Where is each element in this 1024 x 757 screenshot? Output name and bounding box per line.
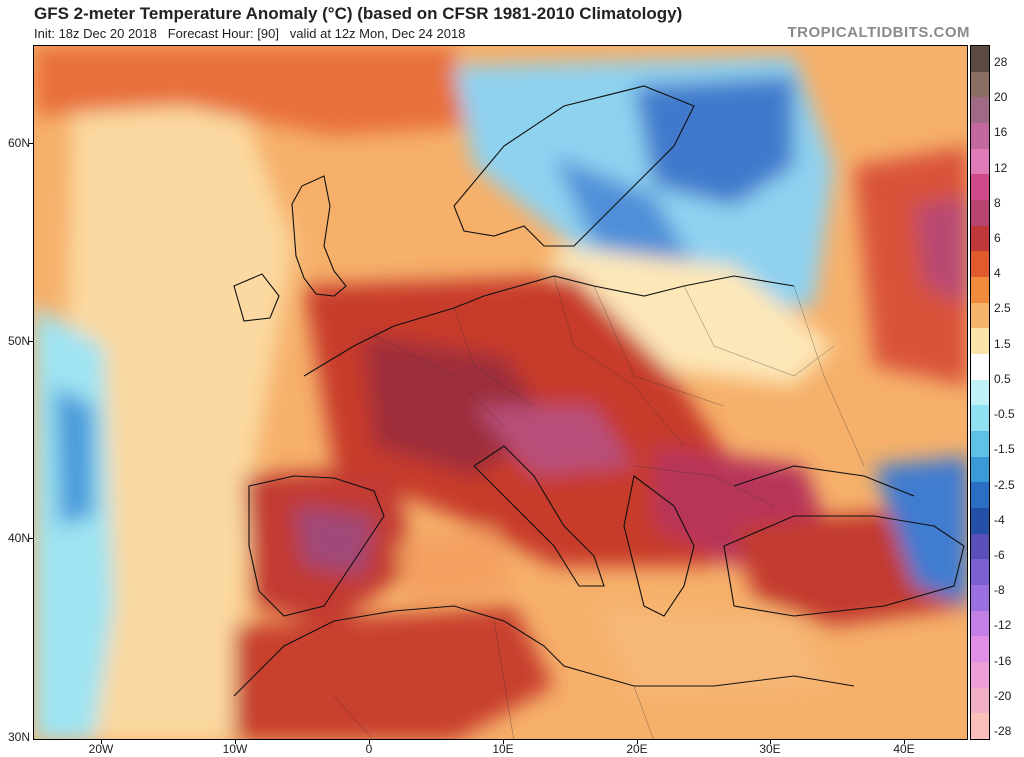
iberia-outline xyxy=(248,475,385,617)
colorbar-label: -4 xyxy=(994,512,1005,527)
caucasus-cold-area xyxy=(874,456,967,606)
western-med-area xyxy=(394,526,514,606)
colorbar-segment xyxy=(971,71,989,98)
colorbar-label: 1.5 xyxy=(994,336,1011,351)
colorbar-segment xyxy=(971,687,989,714)
lon-label-0: 0 xyxy=(365,742,373,756)
colorbar-segment xyxy=(971,662,989,688)
colorbar-segment xyxy=(971,431,989,457)
lon-label-20w: 20W xyxy=(88,742,114,756)
finland-cold-core xyxy=(634,76,794,206)
colorbar-label: 28 xyxy=(994,55,1008,69)
colorbar-segment xyxy=(971,148,989,175)
lat-label-40n: 40N xyxy=(7,531,30,545)
lat-tick-60n xyxy=(29,143,33,144)
colorbar-segment xyxy=(971,302,989,329)
country-borders xyxy=(333,275,865,739)
alps-hot-core xyxy=(474,406,634,476)
iberia-hot-core xyxy=(294,506,374,576)
colorbar-label: 16 xyxy=(994,125,1008,140)
lon-tick-20w xyxy=(101,740,102,744)
colorbar-segment xyxy=(971,277,989,303)
colorbar-label: -28 xyxy=(994,724,1012,738)
colorbar-segment xyxy=(971,456,989,483)
colorbar-segment xyxy=(971,200,989,226)
colorbar-legend xyxy=(970,45,990,740)
colorbar-label: -12 xyxy=(994,618,1012,633)
eastern-med-area xyxy=(594,606,834,696)
colorbar-label: -16 xyxy=(994,653,1012,668)
colorbar-label: -1.5 xyxy=(994,442,1015,457)
colorbar-segment xyxy=(971,251,989,278)
colorbar-segment xyxy=(971,559,989,586)
lon-label-10e: 10E xyxy=(492,742,514,756)
colorbar-segment xyxy=(971,508,989,534)
lon-label-20e: 20E xyxy=(626,742,648,756)
northern-warm-area xyxy=(34,46,474,136)
colorbar-segment xyxy=(971,610,989,637)
balkans-outline xyxy=(623,475,695,617)
colorbar-label: 12 xyxy=(994,160,1008,175)
lat-label-60n: 60N xyxy=(7,136,30,150)
colorbar-label: 8 xyxy=(994,195,1001,210)
colorbar-label: 4 xyxy=(994,266,1001,281)
lat-label-50n: 50N xyxy=(7,334,30,348)
atlantic-light-band xyxy=(64,66,294,739)
colorbar-segment xyxy=(971,713,989,740)
black-sea-outline xyxy=(733,465,915,497)
colorbar-segment xyxy=(971,533,989,560)
scandinavia-outline xyxy=(453,85,695,247)
lon-tick-0 xyxy=(369,740,370,744)
colorbar-segment xyxy=(971,482,989,509)
great-britain-outline xyxy=(291,175,347,297)
lon-tick-10w xyxy=(235,740,236,744)
north-africa-warm-area xyxy=(234,606,554,739)
colorbar-segment xyxy=(971,97,989,124)
colorbar-label: 2.5 xyxy=(994,301,1011,316)
russia-warm-core xyxy=(914,196,967,306)
lon-tick-40e xyxy=(904,740,905,744)
lon-tick-20e xyxy=(637,740,638,744)
lon-label-10w: 10W xyxy=(222,742,248,756)
italy-outline xyxy=(473,445,605,587)
colorbar-segment xyxy=(971,225,989,252)
ireland-outline xyxy=(233,273,280,322)
turkey-outline xyxy=(723,515,965,617)
north-africa-coast-outline xyxy=(233,605,855,697)
colorbar-label: 20 xyxy=(994,90,1008,105)
site-watermark: TROPICALTIDBITS.COM xyxy=(787,24,970,41)
colorbar-segment xyxy=(971,585,989,611)
lon-label-40e: 40E xyxy=(893,742,915,756)
colorbar-label: -0.5 xyxy=(994,407,1015,422)
atlantic-cool-area xyxy=(34,306,114,739)
forecast-info: Init: 18z Dec 20 2018 Forecast Hour: [90… xyxy=(34,26,466,41)
colorbar-segment xyxy=(971,405,989,432)
map-canvas xyxy=(34,46,967,739)
colorbar-label: -20 xyxy=(994,688,1012,703)
lat-label-30n: 30N xyxy=(7,730,30,744)
chart-title: GFS 2-meter Temperature Anomaly (°C) (ba… xyxy=(34,4,683,23)
temperature-anomaly-map xyxy=(33,45,968,740)
colorbar-label: -2.5 xyxy=(994,477,1015,492)
colorbar-label: -6 xyxy=(994,547,1005,562)
colorbar-segment xyxy=(971,46,989,72)
colorbar-segment xyxy=(971,174,989,201)
lat-tick-40n xyxy=(29,538,33,539)
lon-tick-30e xyxy=(770,740,771,744)
colorbar-label: 0.5 xyxy=(994,371,1011,386)
lat-tick-50n xyxy=(29,341,33,342)
colorbar-label: 6 xyxy=(994,231,1001,246)
colorbar-segment xyxy=(971,123,989,149)
colorbar-segment xyxy=(971,636,989,663)
sweden-cold-core xyxy=(554,156,694,266)
colorbar-label: -8 xyxy=(994,583,1005,598)
lon-tick-10e xyxy=(503,740,504,744)
atlantic-cold-core xyxy=(54,386,94,526)
colorbar-segment xyxy=(971,328,989,355)
colorbar-segment xyxy=(971,379,989,406)
colorbar-segment xyxy=(971,354,989,380)
coastlines xyxy=(233,85,965,697)
lon-label-30e: 30E xyxy=(759,742,781,756)
